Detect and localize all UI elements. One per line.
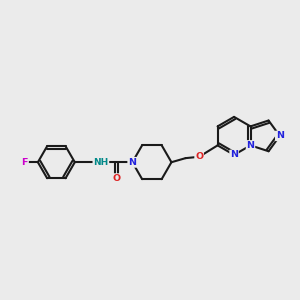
Text: NH: NH (93, 158, 109, 167)
Text: N: N (128, 158, 136, 167)
Text: N: N (276, 131, 284, 140)
Text: N: N (247, 141, 254, 150)
Text: N: N (128, 158, 136, 167)
Text: O: O (195, 152, 203, 161)
Text: F: F (22, 158, 28, 167)
Text: N: N (230, 150, 238, 159)
Text: O: O (112, 174, 121, 183)
